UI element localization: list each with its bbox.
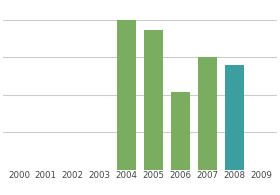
Bar	[117, 20, 136, 170]
Bar	[225, 65, 244, 170]
Bar	[171, 92, 190, 170]
Bar	[198, 57, 217, 170]
Bar	[144, 30, 163, 170]
